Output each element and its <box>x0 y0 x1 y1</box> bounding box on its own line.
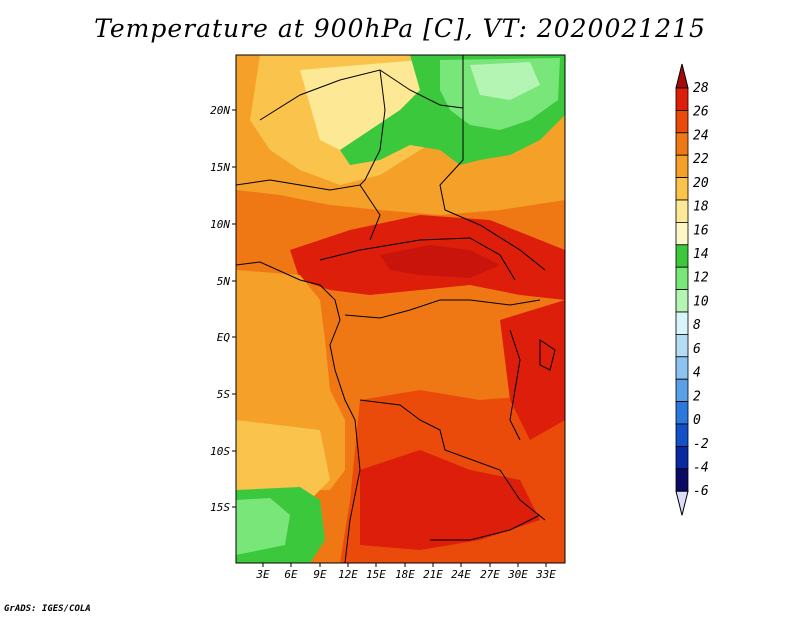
colorbar-swatch <box>675 132 689 156</box>
colorbar-label: 4 <box>693 366 701 381</box>
colorbar-swatch <box>675 423 689 447</box>
lon-label: 15E <box>366 568 386 581</box>
colorbar-swatch <box>675 356 689 380</box>
colorbar-swatch <box>675 445 689 470</box>
map-frame <box>235 54 566 564</box>
colorbar-swatch <box>675 154 689 178</box>
colorbar-swatch <box>675 110 689 134</box>
colorbar-swatch <box>675 401 689 425</box>
colorbar-label: 16 <box>693 223 709 238</box>
colorbar-swatch <box>675 87 689 111</box>
colorbar-swatch <box>675 333 689 358</box>
lon-label: 12E <box>338 568 358 581</box>
lat-label: 15S <box>210 501 230 514</box>
lat-label: 5N <box>217 275 231 288</box>
lon-label: 24E <box>451 568 471 581</box>
lon-label: 6E <box>284 568 298 581</box>
colorbar-label: 14 <box>693 247 709 262</box>
colorbar-swatch <box>675 311 689 335</box>
colorbar-label: 10 <box>693 294 709 309</box>
colorbar-arrow-top <box>675 63 689 89</box>
colorbar-label: -2 <box>693 437 709 452</box>
lat-label: EQ <box>217 331 231 344</box>
colorbar-swatch <box>675 199 689 223</box>
lat-label: 5S <box>217 388 231 401</box>
colorbar-swatch <box>675 266 689 291</box>
lon-label: 27E <box>480 568 500 581</box>
colorbar-label: 0 <box>693 413 701 428</box>
lat-label: 10S <box>210 445 230 458</box>
lon-label: 30E <box>507 568 528 581</box>
colorbar-label: 8 <box>693 318 701 333</box>
grads-credit: GrADS: IGES/COLA <box>4 604 91 614</box>
colorbar-label: 24 <box>693 128 709 143</box>
colorbar-swatch <box>675 468 689 492</box>
temperature-field <box>236 55 565 563</box>
lon-label: 9E <box>313 568 327 581</box>
lat-label: 10N <box>210 218 230 231</box>
colorbar-label: 12 <box>693 271 709 286</box>
colorbar-label: 22 <box>693 152 709 167</box>
lat-label: 15N <box>210 161 230 174</box>
lon-label: 3E <box>255 568 270 581</box>
colorbar-arrow-bottom <box>675 490 689 516</box>
colorbar-swatch <box>675 177 689 201</box>
colorbar-label: 28 <box>693 81 709 96</box>
lon-label: 21E <box>423 568 443 581</box>
colorbar-swatch <box>675 221 689 246</box>
country-borders <box>236 55 556 563</box>
lat-label: 20N <box>210 104 230 117</box>
lon-label: 18E <box>395 568 415 581</box>
colorbar-label: -6 <box>693 484 709 499</box>
colorbar-swatch <box>675 378 689 403</box>
colorbar-label: 18 <box>693 200 709 215</box>
colorbar-swatch <box>675 289 689 313</box>
map-title: Temperature at 900hPa [C], VT: 202002121… <box>94 14 706 43</box>
latitude-axis: 20N 15N 10N 5N EQ 5S 10S 15S <box>210 104 230 514</box>
colorbar-label: 2 <box>693 389 701 404</box>
lon-label: 33E <box>535 568 556 581</box>
longitude-axis: 3E 6E 9E 12E 15E 18E 21E 24E 27E 30E 33E <box>255 568 556 581</box>
colorbar-label: 6 <box>693 342 701 357</box>
colorbar-swatch <box>675 244 689 268</box>
colorbar-label: 26 <box>693 105 709 120</box>
colorbar <box>675 63 689 516</box>
colorbar-label: -4 <box>693 460 709 475</box>
colorbar-label: 20 <box>693 176 709 191</box>
